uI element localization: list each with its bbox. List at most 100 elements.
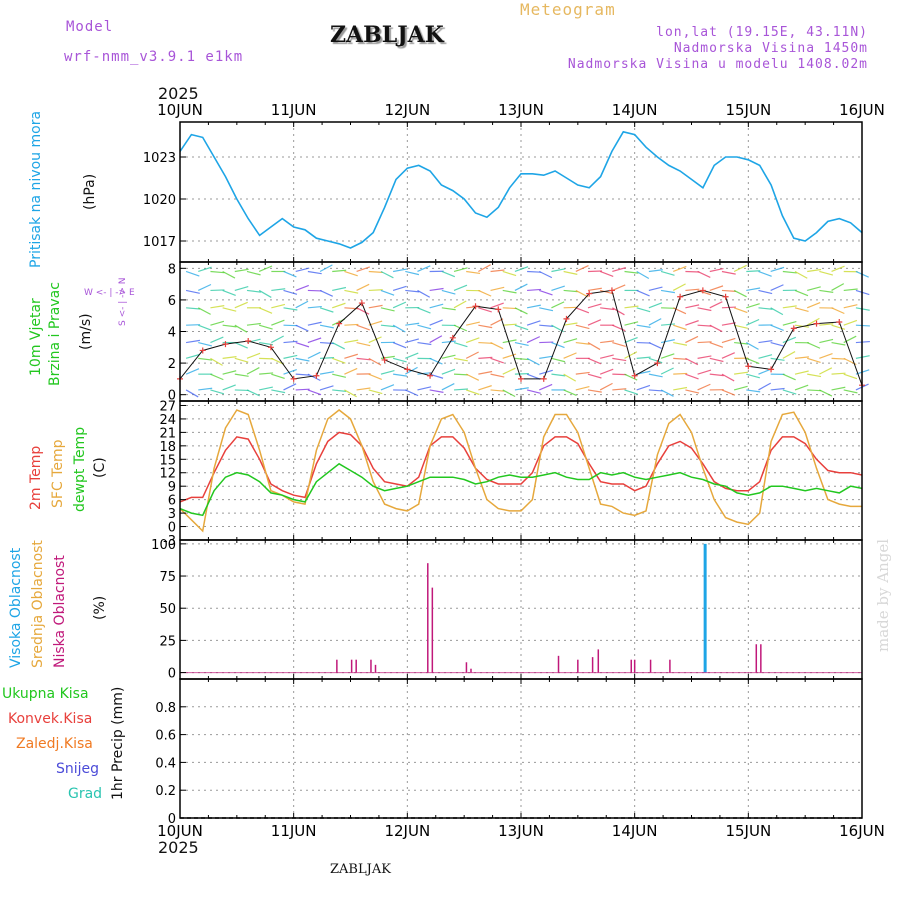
y-tick-label: 0 — [168, 521, 176, 536]
wind-barb — [392, 301, 407, 309]
wind-barb — [758, 307, 773, 310]
wind-barb — [709, 357, 724, 363]
wind-barb — [721, 337, 736, 344]
wind-barb — [405, 389, 419, 397]
wind-barb — [587, 373, 602, 379]
date-label-top: 12JUN — [384, 101, 430, 119]
wind-barb — [405, 322, 420, 326]
wind-compass-horizontal: W <- | -> E — [84, 288, 135, 298]
wind-barb — [210, 389, 225, 395]
wind-barb — [843, 319, 858, 326]
wind-barb — [258, 265, 273, 273]
product-title: Meteogram — [520, 0, 616, 19]
wind-barb — [551, 301, 565, 309]
wind-gust-marker — [290, 375, 297, 382]
wind-barb — [307, 351, 321, 359]
wind-barb — [587, 319, 602, 326]
wind-barb — [222, 370, 237, 375]
wind-barb — [332, 286, 347, 292]
date-label-top: 16JUN — [839, 101, 885, 119]
wind-barb — [344, 270, 358, 277]
wind-gust-marker — [358, 300, 365, 307]
wind-barb — [453, 388, 469, 391]
wind-barb — [855, 355, 870, 359]
wind-barb — [807, 286, 821, 292]
wind-barb — [478, 307, 492, 313]
tick-labels: 10171020102302468-3036912151821242702550… — [143, 101, 885, 840]
wind-barb — [746, 270, 761, 273]
wind-barb — [843, 389, 858, 394]
wind-barb — [587, 357, 602, 365]
wind-barb — [441, 368, 456, 375]
y-tick-label: 8 — [168, 262, 176, 277]
y-tick-label: 0 — [168, 389, 176, 404]
wind-barb — [368, 289, 383, 292]
wind-barb — [599, 382, 613, 391]
wind-barb — [697, 341, 712, 344]
wind-barb — [514, 307, 528, 315]
wind-barb — [563, 270, 578, 275]
wind-barb — [210, 270, 225, 274]
wind-barb — [514, 387, 529, 391]
wind-barb — [600, 354, 614, 359]
wind-barb — [490, 342, 504, 350]
wind-barb — [758, 340, 773, 344]
date-label-bottom: 16JUN — [839, 822, 885, 840]
wind-barb — [514, 341, 529, 347]
wind-gust-marker — [199, 347, 206, 354]
wind-barb — [721, 352, 735, 359]
wind-barb — [295, 284, 309, 291]
date-label-top: 15JUN — [725, 101, 771, 119]
precip-legend-hail: Grad — [68, 786, 103, 802]
wind-barb — [392, 324, 406, 333]
wind-barb — [356, 324, 370, 331]
wind-barb — [612, 341, 626, 347]
wind-barb — [393, 268, 408, 273]
wind-barb — [782, 320, 797, 326]
wind-barb — [697, 383, 711, 391]
wind-barb — [636, 384, 651, 391]
wind-barb — [490, 286, 505, 292]
wind-barb — [258, 324, 273, 330]
wind-barb — [319, 264, 333, 273]
wind-barb — [782, 373, 796, 381]
wind-barb — [697, 355, 712, 359]
wind-barb — [197, 307, 211, 315]
wind-barb — [320, 341, 335, 345]
wind-barb — [429, 303, 444, 309]
wind-barb — [356, 341, 371, 347]
pressure-line — [179, 130, 863, 249]
wind-barb — [661, 323, 676, 326]
date-label-bottom: 12JUN — [384, 822, 430, 840]
wind-barb — [636, 356, 651, 359]
wind-barb — [843, 288, 858, 292]
wind-barb — [526, 357, 540, 366]
wind-barb — [356, 283, 370, 291]
wind-barb — [770, 307, 784, 316]
wind-gust-marker — [768, 366, 775, 373]
wind-barb — [368, 373, 382, 380]
wind-barb — [758, 289, 773, 295]
wind-barb — [855, 324, 870, 327]
wind-barb — [210, 305, 225, 309]
wind-barb — [648, 373, 663, 378]
wind-barb — [380, 355, 395, 359]
precip-legend-freezing: Zaledj.Kisa — [16, 736, 93, 752]
wind-barb — [758, 354, 773, 359]
wind-barb — [417, 289, 431, 298]
wind-gust-marker — [427, 372, 434, 379]
wind-gust-marker — [404, 366, 411, 373]
wind-barb — [709, 373, 724, 377]
wind-barb — [575, 385, 590, 391]
wind-barb — [636, 324, 651, 328]
wind-barb — [259, 372, 274, 375]
wind-barb — [685, 288, 700, 292]
wind-barb — [490, 318, 504, 326]
wind-barb — [831, 386, 846, 391]
wind-barb — [185, 389, 199, 398]
wind-barb — [246, 289, 261, 293]
wind-barb — [612, 357, 627, 362]
wind-barb — [819, 289, 834, 293]
wind-gust-marker — [222, 341, 229, 348]
